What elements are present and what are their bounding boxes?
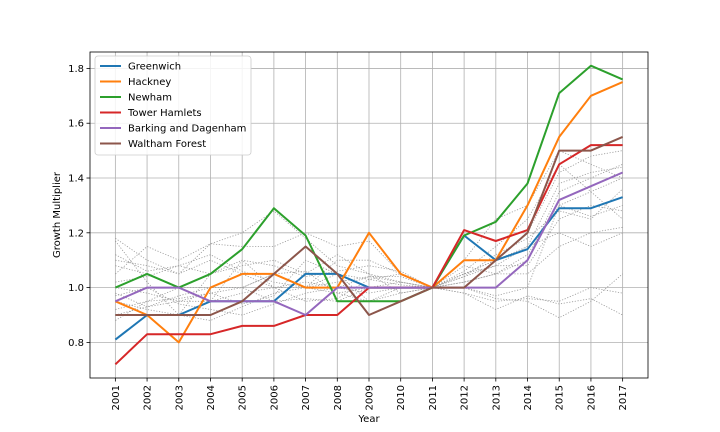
- x-tick-label: 2014: [523, 385, 534, 410]
- legend-box: [94, 55, 252, 156]
- y-axis-ticks: 0.8 1.0 1.2 1.4 1.6 1.8: [68, 64, 90, 349]
- x-axis-ticks: 2001 2002 2003 2004 2005 2006 2007 2008 2009 2010…: [111, 378, 629, 410]
- legend-label: Hackney: [128, 77, 171, 88]
- legend: Greenwich Hackney Newham Tower Hamlets Barki…: [94, 55, 252, 156]
- y-tick-label: 1.0: [68, 283, 84, 294]
- x-tick-label: 2001: [111, 385, 122, 410]
- background-series-line: [115, 240, 623, 316]
- x-tick-label: 2011: [428, 385, 439, 410]
- x-tick-label: 2012: [460, 385, 471, 410]
- legend-label: Newham: [128, 93, 172, 104]
- legend-label: Greenwich: [128, 62, 181, 73]
- y-tick-label: 0.8: [68, 338, 84, 349]
- y-axis-label: Growth Multiplier: [52, 171, 63, 258]
- background-series-line: [115, 163, 623, 289]
- y-tick-label: 1.8: [68, 64, 84, 75]
- background-series-line: [115, 281, 623, 302]
- highlighted-series-group: [114, 64, 623, 366]
- x-tick-label: 2005: [238, 385, 249, 410]
- x-tick-label: 2004: [206, 385, 217, 410]
- x-tick-label: 2003: [174, 385, 185, 410]
- x-tick-label: 2010: [396, 385, 407, 410]
- legend-label: Tower Hamlets: [127, 108, 202, 119]
- x-tick-label: 2006: [269, 385, 280, 410]
- series-line-barking-and-dagenham: [115, 171, 623, 316]
- x-tick-label: 2016: [586, 385, 597, 410]
- background-series-line: [115, 204, 623, 308]
- x-axis-label: Year: [357, 414, 380, 425]
- background-series-line: [115, 166, 623, 289]
- x-tick-label: 2002: [143, 385, 154, 410]
- x-tick-label: 2013: [491, 385, 502, 410]
- legend-label: Waltham Forest: [128, 139, 206, 150]
- x-tick-label: 2009: [365, 385, 376, 410]
- series-line-hackney: [115, 81, 623, 344]
- series-line-newham: [115, 64, 623, 303]
- background-series-line: [115, 226, 623, 321]
- legend-label: Barking and Dagenham: [128, 124, 246, 135]
- x-tick-label: 2008: [333, 385, 344, 410]
- x-tick-label: 2007: [301, 385, 312, 410]
- x-tick-label: 2017: [618, 385, 629, 410]
- grid: [90, 52, 648, 378]
- background-series-line: [115, 150, 623, 289]
- y-tick-label: 1.2: [68, 228, 84, 239]
- series-line-waltham-forest: [115, 135, 623, 316]
- x-tick-label: 2015: [555, 385, 566, 410]
- y-tick-label: 1.6: [68, 119, 84, 130]
- y-tick-label: 1.4: [68, 174, 84, 185]
